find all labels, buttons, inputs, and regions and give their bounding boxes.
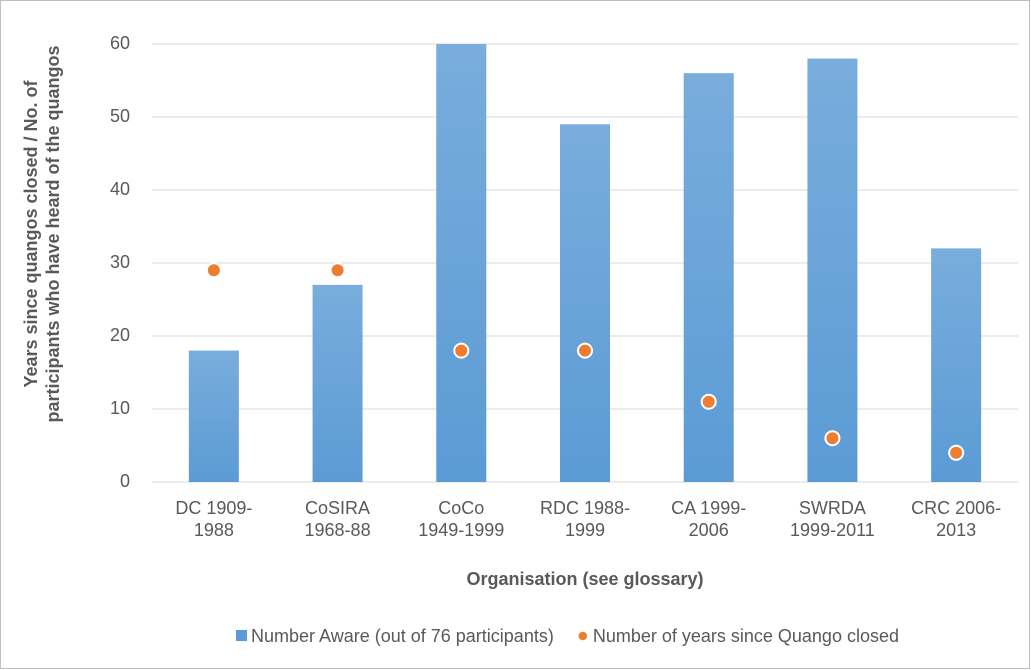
bar-shade <box>312 284 363 482</box>
bar-shade <box>683 73 734 482</box>
legend-swatch <box>577 630 589 642</box>
dot <box>453 342 470 359</box>
dot <box>577 342 593 359</box>
x-axis-title: Organisation (see glossary) <box>466 569 703 589</box>
x-tick-label: CA 1999- 2006 <box>671 498 747 540</box>
dot <box>824 430 841 447</box>
bar-shade <box>807 58 858 482</box>
bar-shade <box>931 248 982 482</box>
y-axis-title: Years since quangos closed / No. of part… <box>21 45 63 423</box>
y-tick-label: 30 <box>110 252 130 272</box>
bar-shade <box>560 124 610 483</box>
dot <box>700 393 717 410</box>
y-tick-label: 10 <box>110 398 130 418</box>
bar-shade <box>188 350 239 482</box>
x-tick-label: SWRDA 1999-2011 <box>790 498 875 540</box>
x-tick-label: DC 1909- 1988 <box>175 498 253 540</box>
legend-label: Number of years since Quango closed <box>593 626 899 646</box>
legend-swatch <box>236 630 247 641</box>
y-tick-label: 50 <box>110 106 130 126</box>
y-tick-label: 0 <box>120 471 130 491</box>
dot <box>948 444 965 461</box>
dot <box>205 262 222 279</box>
y-tick-label: 60 <box>110 33 130 53</box>
x-tick-label: CoCo 1949-1999 <box>418 498 505 540</box>
y-tick-label: 40 <box>110 179 130 199</box>
dot <box>329 262 346 279</box>
legend-label: Number Aware (out of 76 participants) <box>251 626 554 646</box>
x-tick-label: RDC 1988- 1999 <box>539 498 631 540</box>
y-tick-label: 20 <box>110 325 130 345</box>
bar-shade <box>436 44 487 482</box>
x-tick-label: CoSIRA 1968-88 <box>304 498 371 540</box>
x-tick-label: CRC 2006- 2013 <box>911 498 1002 540</box>
